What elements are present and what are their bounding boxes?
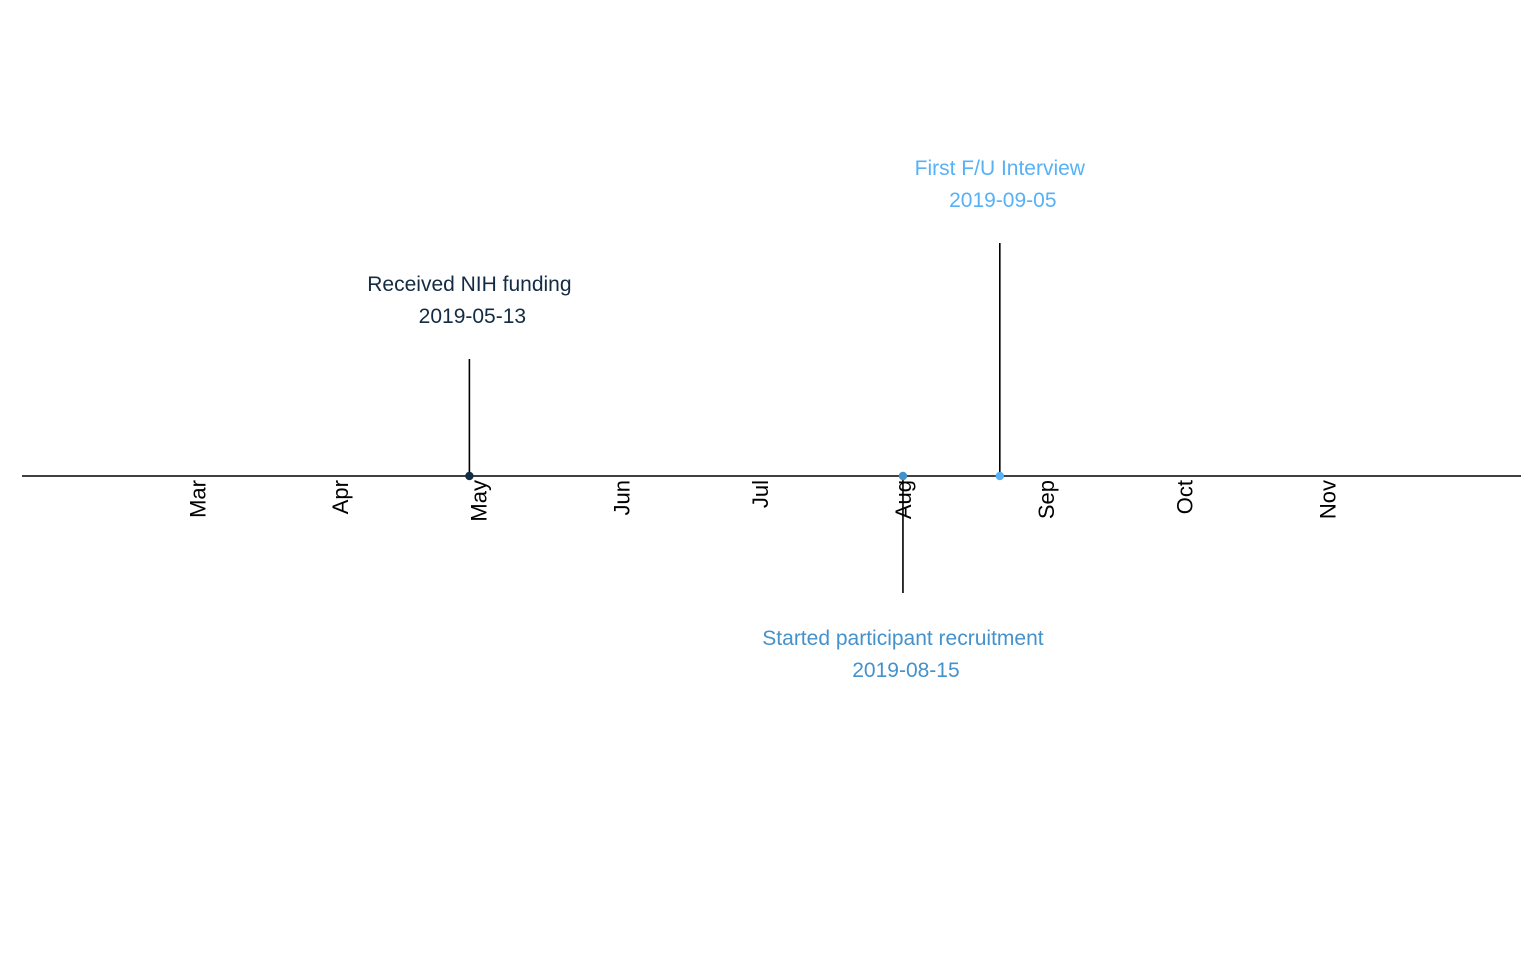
month-tick-label: Mar	[185, 480, 210, 518]
month-tick-label: Sep	[1034, 480, 1059, 519]
month-tick-label: Nov	[1315, 480, 1340, 519]
month-tick-label: Apr	[328, 480, 353, 514]
month-tick-label: May	[467, 480, 492, 522]
month-tick-labels: Mar Apr May Jun Jul Aug Sep Oct Nov	[185, 480, 1340, 522]
month-tick-label: Aug	[891, 480, 916, 519]
event-labels: Received NIH funding 2019-05-13 Started pa…	[367, 157, 1086, 682]
event-date-label: 2019-09-05	[949, 189, 1056, 212]
event-date-label: 2019-08-15	[852, 659, 959, 682]
event-point	[995, 471, 1005, 481]
month-tick-label: Jul	[748, 480, 773, 508]
event-point	[465, 471, 474, 481]
event-date-label: 2019-05-13	[419, 305, 526, 328]
event-title-label: First F/U Interview	[915, 157, 1086, 180]
event-points	[465, 471, 1005, 481]
month-tick-label: Jun	[610, 480, 635, 515]
event-title-label: Received NIH funding	[367, 273, 571, 296]
event-title-label: Started participant recruitment	[762, 627, 1043, 650]
event-point	[898, 471, 908, 481]
event-stems	[468, 243, 1001, 593]
month-tick-label: Oct	[1172, 480, 1197, 514]
